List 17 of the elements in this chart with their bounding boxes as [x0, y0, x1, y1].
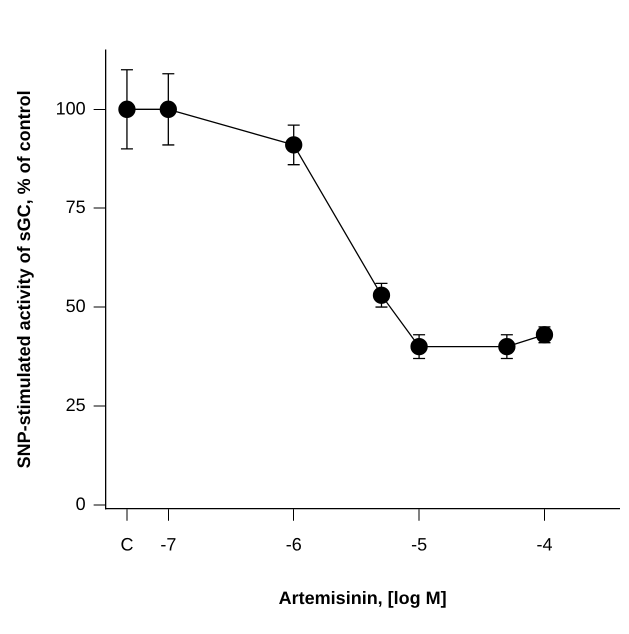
y-tick-label: 0	[76, 494, 86, 514]
point	[118, 100, 136, 118]
y-axis-title: SNP-stimulated activity of sGC, % of control	[14, 90, 34, 468]
point	[410, 338, 428, 356]
x-tick-label: -7	[160, 534, 176, 555]
y-tick-label: 25	[66, 394, 86, 415]
x-tick-label: -4	[536, 534, 552, 555]
point	[160, 100, 177, 118]
y-tick-label: 50	[66, 296, 86, 316]
point	[285, 136, 302, 154]
y-tick-label: 100	[56, 98, 86, 118]
point	[372, 286, 390, 304]
x-tick-label: -6	[286, 534, 302, 555]
x-axis-title: Artemisinin, [log M]	[278, 588, 447, 608]
y-tick-label: 75	[66, 197, 86, 218]
x-tick-label: C	[120, 534, 134, 555]
x-tick-label: -5	[411, 534, 428, 555]
